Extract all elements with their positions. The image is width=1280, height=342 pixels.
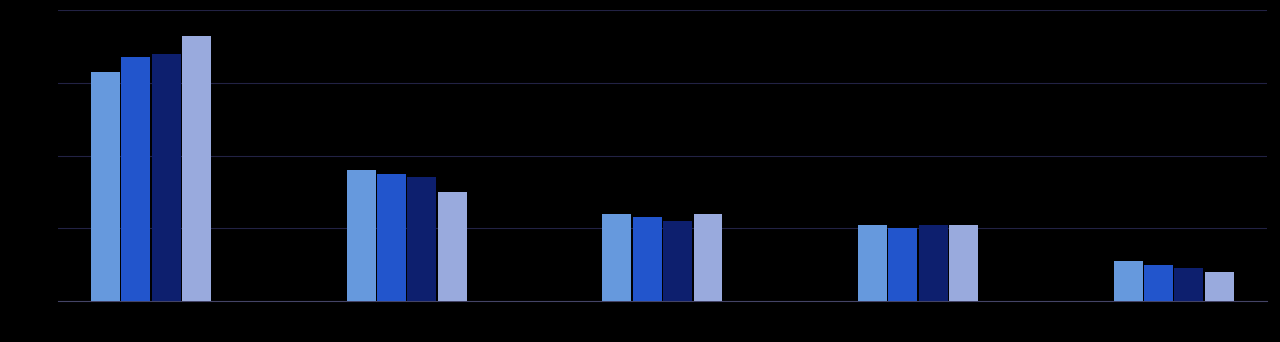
Bar	[122, 57, 150, 301]
Bar	[152, 54, 180, 301]
Bar	[1175, 268, 1203, 301]
Bar	[1204, 272, 1234, 301]
Bar	[378, 174, 406, 301]
Bar	[182, 36, 211, 301]
Bar	[347, 170, 375, 301]
Bar	[438, 192, 467, 301]
Bar	[694, 214, 722, 301]
Bar	[632, 218, 662, 301]
Bar	[91, 72, 120, 301]
Bar	[407, 177, 436, 301]
Bar	[1114, 261, 1143, 301]
Bar	[950, 225, 978, 301]
Bar	[919, 225, 947, 301]
Bar	[603, 214, 631, 301]
Bar	[858, 225, 887, 301]
Bar	[1144, 265, 1172, 301]
Bar	[663, 221, 692, 301]
Bar	[888, 228, 918, 301]
